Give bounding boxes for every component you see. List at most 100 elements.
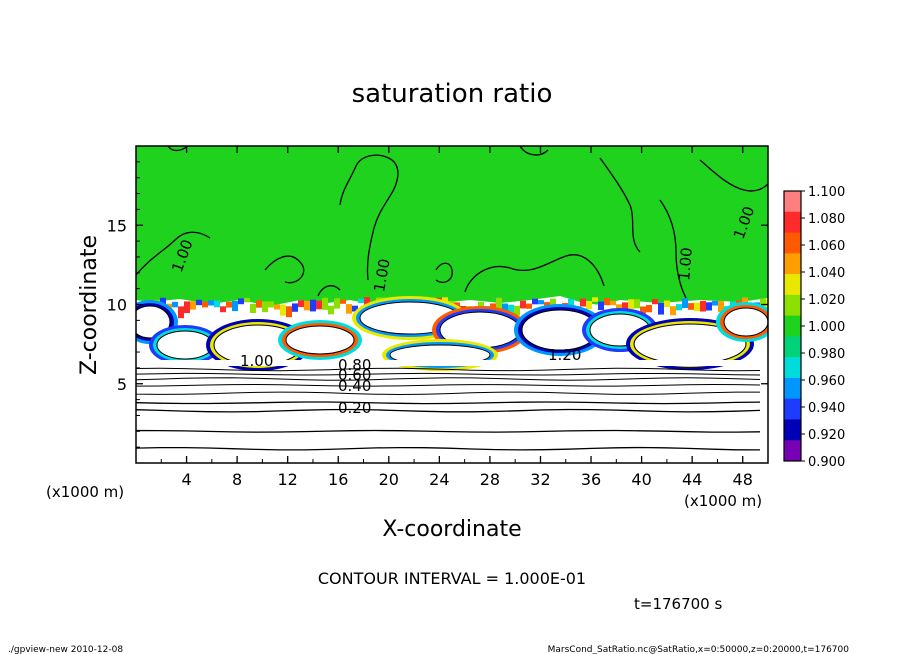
- fringe-cell: [610, 300, 616, 306]
- fringe-cell: [604, 298, 610, 306]
- fringe-cell: [262, 301, 268, 313]
- fringe-cell: [196, 299, 202, 306]
- fringe-cell: [244, 297, 250, 303]
- cloud-structures: [136, 296, 768, 371]
- fringe-cell: [178, 306, 184, 319]
- colorbar-swatch: [784, 232, 801, 254]
- fringe-cell: [550, 298, 556, 309]
- contour-label: 1.00: [370, 257, 394, 293]
- colorbar-swatch: [784, 336, 801, 358]
- cloud-core: [156, 330, 214, 360]
- cloud-core: [723, 307, 768, 337]
- x-tick-label: 4: [181, 470, 191, 489]
- contour-line: [519, 146, 549, 156]
- x-tick-label: 32: [530, 470, 550, 489]
- fringe-cell: [526, 303, 532, 309]
- fringe-cell: [304, 300, 310, 311]
- fringe-cell: [640, 306, 646, 314]
- colorbar-swatch: [784, 440, 801, 462]
- contour-line: [599, 157, 641, 253]
- contour-label: 0.60: [338, 366, 371, 384]
- fringe-cell: [184, 301, 190, 313]
- x-axis: 4 8 12 16 20 24 28 32 36 40 44 48: [160, 146, 753, 489]
- colorbar-label: 0.980: [808, 347, 845, 362]
- fringe-cell: [676, 304, 682, 311]
- fringe-cell: [286, 306, 292, 318]
- fringe-cell: [346, 304, 352, 314]
- stable-contour: [136, 367, 761, 372]
- fringe-cell: [220, 306, 226, 313]
- fringe-cell: [502, 303, 508, 311]
- fringe-cell: [316, 300, 322, 310]
- plot-area: [136, 146, 768, 463]
- fringe-cell: [292, 303, 298, 312]
- colorbar-label: 1.040: [808, 266, 845, 281]
- fringe-cell: [712, 300, 718, 306]
- fringe-cell: [700, 300, 706, 312]
- contour-label: 0.40: [338, 377, 371, 395]
- fringe-cell: [622, 302, 628, 309]
- fringe-cell: [160, 297, 166, 306]
- fringe-cell: [340, 299, 346, 304]
- fringe-cell: [226, 301, 232, 308]
- contour-line: [339, 154, 399, 281]
- fringe-cell: [256, 300, 262, 308]
- fringe-cell: [532, 298, 538, 305]
- fringe-cell: [544, 302, 550, 307]
- contour-label: 1.00: [240, 352, 273, 370]
- colorbar-swatch: [784, 211, 801, 234]
- stable-contour: [136, 383, 761, 387]
- colorbar-label: 0.920: [808, 428, 845, 443]
- colorbar-label: 1.080: [808, 212, 845, 227]
- colorbar-swatch: [784, 294, 801, 317]
- cloud-core: [285, 325, 355, 355]
- colorbar-label: 1.100: [808, 185, 845, 200]
- contour-line: [464, 254, 605, 293]
- fringe-cell: [268, 301, 274, 308]
- contour-line: [264, 255, 305, 284]
- contour-interval-label: CONTOUR INTERVAL = 1.000E-01: [318, 569, 586, 588]
- colorbar-swatch: [784, 398, 801, 420]
- stable-contour: [136, 377, 761, 381]
- x-tick-label: 40: [631, 470, 651, 489]
- fringe-cell: [214, 300, 220, 308]
- fringe-cell: [508, 304, 514, 313]
- fringe-cell: [706, 302, 712, 311]
- contour-labels: 1.00 1.00 1.00 1.00 1.00 1.20 0.80 0.60 …: [168, 204, 758, 417]
- x-tick-label: 24: [429, 470, 449, 489]
- stable-contour: [136, 391, 760, 396]
- contour-line: [435, 262, 453, 284]
- fringe-cell: [298, 300, 304, 308]
- colorbar-label: 0.940: [808, 401, 845, 416]
- fringe-cell: [358, 298, 364, 303]
- fringe-cell: [580, 298, 586, 307]
- fringe-cell: [598, 301, 604, 310]
- stable-contour: [136, 401, 761, 405]
- x-axis-label: X-coordinate: [382, 517, 521, 542]
- fringe-cell: [760, 298, 766, 307]
- fringe-cell: [730, 301, 736, 307]
- stable-layer-contours: [136, 367, 761, 451]
- fringe-cell: [514, 305, 520, 316]
- y-unit-label: (x1000 m): [46, 483, 124, 501]
- stable-contour: [136, 429, 761, 433]
- colorbar-label: 1.060: [808, 239, 845, 254]
- colorbar-swatch: [784, 274, 801, 296]
- contour-label: 1.00: [675, 247, 696, 282]
- fringe-cell: [652, 299, 658, 305]
- clear-band: [136, 360, 768, 366]
- colorbar-swatch: [784, 377, 801, 400]
- colorbar-label: 0.900: [808, 455, 845, 470]
- fringe-cell: [190, 301, 196, 310]
- colorbar-swatch: [784, 419, 801, 441]
- stable-contour: [136, 408, 761, 413]
- contour-label: 0.80: [338, 356, 371, 374]
- x-tick-label: 48: [733, 470, 753, 489]
- y-axis-label: Z-coordinate: [77, 235, 102, 375]
- colorbar-swatch: [784, 357, 801, 379]
- colorbar-label: 1.020: [808, 293, 845, 308]
- fringe-cell: [646, 305, 652, 313]
- footer-right: MarsCond_SatRatio.nc@SatRatio,x=0:50000,…: [548, 645, 850, 654]
- y-tick-label: 10: [107, 296, 127, 315]
- chart-title: saturation ratio: [352, 79, 553, 109]
